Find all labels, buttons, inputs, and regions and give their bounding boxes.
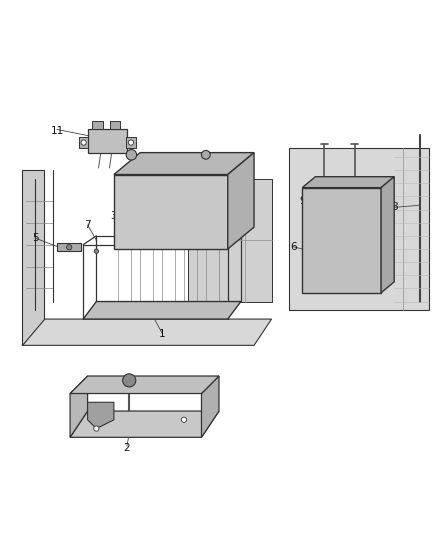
Polygon shape xyxy=(70,376,219,393)
Ellipse shape xyxy=(364,202,389,217)
Text: 6: 6 xyxy=(290,242,297,252)
Polygon shape xyxy=(114,174,228,249)
Polygon shape xyxy=(70,376,88,437)
Polygon shape xyxy=(22,170,44,345)
Polygon shape xyxy=(188,179,272,302)
Text: 2: 2 xyxy=(124,443,131,453)
Circle shape xyxy=(128,140,134,145)
Text: 11: 11 xyxy=(50,126,64,136)
Text: 4: 4 xyxy=(176,203,183,212)
Polygon shape xyxy=(289,148,429,310)
FancyBboxPatch shape xyxy=(110,120,120,128)
Text: 9: 9 xyxy=(299,196,306,206)
Text: 8: 8 xyxy=(391,203,398,212)
Circle shape xyxy=(181,417,187,423)
Circle shape xyxy=(201,150,210,159)
Text: 1: 1 xyxy=(159,329,166,340)
Polygon shape xyxy=(114,152,254,174)
Polygon shape xyxy=(228,152,254,249)
Polygon shape xyxy=(302,177,394,188)
Ellipse shape xyxy=(221,214,247,231)
Circle shape xyxy=(123,374,136,387)
Polygon shape xyxy=(381,177,394,293)
Circle shape xyxy=(81,140,86,145)
FancyBboxPatch shape xyxy=(92,120,103,128)
Polygon shape xyxy=(22,319,272,345)
Circle shape xyxy=(126,150,137,160)
FancyBboxPatch shape xyxy=(88,128,127,152)
Text: 7: 7 xyxy=(84,220,91,230)
FancyBboxPatch shape xyxy=(302,188,381,293)
Text: 3: 3 xyxy=(110,211,117,221)
Circle shape xyxy=(94,426,99,431)
Text: 10: 10 xyxy=(322,196,335,206)
FancyBboxPatch shape xyxy=(126,138,136,148)
FancyBboxPatch shape xyxy=(79,138,88,148)
Polygon shape xyxy=(70,411,219,437)
Text: 5: 5 xyxy=(32,233,39,243)
Circle shape xyxy=(67,245,72,250)
Polygon shape xyxy=(88,402,114,429)
Polygon shape xyxy=(83,302,241,319)
Circle shape xyxy=(94,249,99,253)
FancyBboxPatch shape xyxy=(57,243,81,251)
Polygon shape xyxy=(201,376,219,437)
